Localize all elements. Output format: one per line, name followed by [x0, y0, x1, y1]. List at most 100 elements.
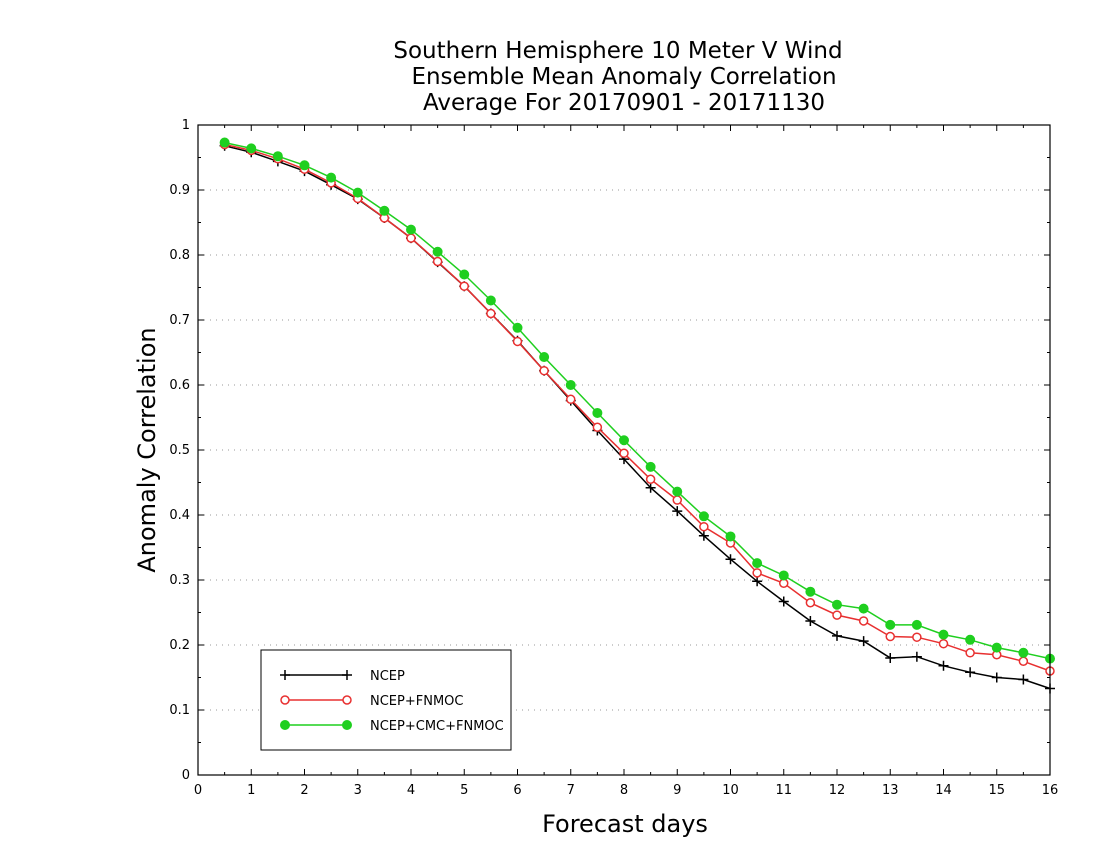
- y-axis-label: Anomaly Correlation: [133, 327, 161, 572]
- legend-label: NCEP: [370, 669, 405, 684]
- x-tick-label: 12: [829, 783, 846, 798]
- series-ncep-cmc-fnmoc: [219, 137, 1055, 664]
- y-tick-label: 0.5: [169, 443, 190, 458]
- data-point: [991, 672, 1002, 683]
- data-point: [672, 506, 683, 517]
- data-point: [911, 619, 922, 630]
- series-line-ncep-fnmoc: [224, 143, 1051, 672]
- x-tick-label: 4: [407, 783, 415, 798]
- data-point: [752, 568, 762, 578]
- data-point: [566, 394, 576, 405]
- x-tick-label: 15: [988, 783, 1005, 798]
- data-point: [645, 474, 656, 484]
- data-point: [752, 558, 763, 569]
- legend-item-ncep-fnmoc: NCEP+FNMOC: [280, 694, 463, 709]
- data-point: [352, 187, 363, 198]
- data-point: [432, 256, 443, 267]
- data-point: [911, 651, 922, 662]
- data-point: [406, 224, 416, 235]
- data-point: [965, 648, 975, 658]
- series-ncep: [219, 140, 1055, 694]
- y-tick-label: 0.1: [169, 703, 190, 718]
- data-point: [938, 660, 949, 671]
- data-point: [246, 143, 257, 154]
- x-axis-label: Forecast days: [542, 810, 708, 838]
- data-point: [1018, 656, 1029, 666]
- series-line-ncep-cmc-fnmoc: [224, 141, 1051, 660]
- data-point: [805, 598, 816, 608]
- data-point: [858, 616, 869, 626]
- data-point: [832, 599, 842, 610]
- data-point: [539, 365, 549, 376]
- data-point: [1018, 647, 1029, 658]
- data-point: [699, 521, 709, 532]
- data-point: [885, 653, 896, 663]
- data-point: [406, 233, 416, 243]
- data-point: [912, 632, 922, 642]
- data-point: [619, 448, 629, 458]
- x-tick-label: 7: [567, 783, 575, 798]
- data-point: [725, 531, 736, 542]
- legend-marker: [280, 695, 290, 705]
- data-point: [858, 603, 869, 614]
- y-tick-label: 0.9: [169, 183, 190, 198]
- y-tick-label: 0.2: [169, 638, 190, 653]
- x-tick-label: 1: [247, 783, 255, 798]
- data-point: [858, 636, 869, 647]
- legend-marker: [342, 695, 352, 705]
- data-point: [432, 246, 443, 257]
- x-tick-label: 6: [513, 783, 521, 798]
- chart-title: Southern Hemisphere 10 Meter V Wind Ense…: [393, 38, 842, 116]
- data-point: [592, 422, 603, 432]
- data-point: [965, 667, 976, 678]
- data-point: [672, 495, 682, 505]
- y-tick-label: 0.6: [169, 378, 190, 393]
- data-point: [512, 322, 523, 333]
- data-point: [459, 281, 469, 291]
- data-point: [778, 596, 789, 607]
- data-point: [299, 160, 310, 171]
- y-tick-label: 0.7: [169, 313, 190, 328]
- data-point: [832, 610, 842, 620]
- data-point: [645, 482, 656, 493]
- data-point: [486, 308, 496, 319]
- x-tick-label: 0: [194, 783, 202, 798]
- data-point: [459, 269, 470, 280]
- data-point: [379, 205, 390, 216]
- x-tick-label: 9: [673, 783, 681, 798]
- chart-title-line-2: Ensemble Mean Anomaly Correlation: [411, 64, 836, 90]
- y-tick-label: 0: [182, 768, 190, 783]
- data-point: [832, 630, 842, 641]
- x-tick-label: 13: [882, 783, 899, 798]
- data-point: [619, 435, 629, 446]
- legend-marker: [280, 670, 290, 680]
- x-tick-label: 3: [354, 783, 362, 798]
- data-point: [219, 137, 230, 148]
- y-tick-label: 0.3: [169, 573, 190, 588]
- x-tick-label: 14: [935, 783, 952, 798]
- legend-marker: [342, 720, 352, 730]
- data-point: [272, 151, 283, 162]
- legend-marker: [280, 720, 290, 730]
- x-tick-label: 10: [722, 783, 739, 798]
- data-point: [938, 629, 949, 640]
- y-tick-label: 0.8: [169, 248, 190, 263]
- data-point: [725, 554, 736, 565]
- data-point: [698, 530, 709, 541]
- y-tick-label: 1: [182, 118, 190, 133]
- data-point: [565, 380, 576, 390]
- legend-item-ncep-cmc-fnmoc: NCEP+CMC+FNMOC: [280, 719, 504, 734]
- series-ncep-fnmoc: [219, 139, 1055, 676]
- data-point: [326, 172, 337, 183]
- x-tick-label: 5: [460, 783, 468, 798]
- series-line-ncep: [224, 145, 1051, 690]
- x-tick-label: 8: [620, 783, 628, 798]
- x-tick-label: 11: [775, 783, 792, 798]
- chart-title-line-1: Southern Hemisphere 10 Meter V Wind: [393, 38, 842, 64]
- legend-marker: [342, 670, 352, 680]
- chart-title-line-3: Average For 20170901 - 20171130: [423, 90, 825, 116]
- data-point: [885, 619, 896, 630]
- data-point: [965, 634, 976, 645]
- data-point: [672, 486, 683, 497]
